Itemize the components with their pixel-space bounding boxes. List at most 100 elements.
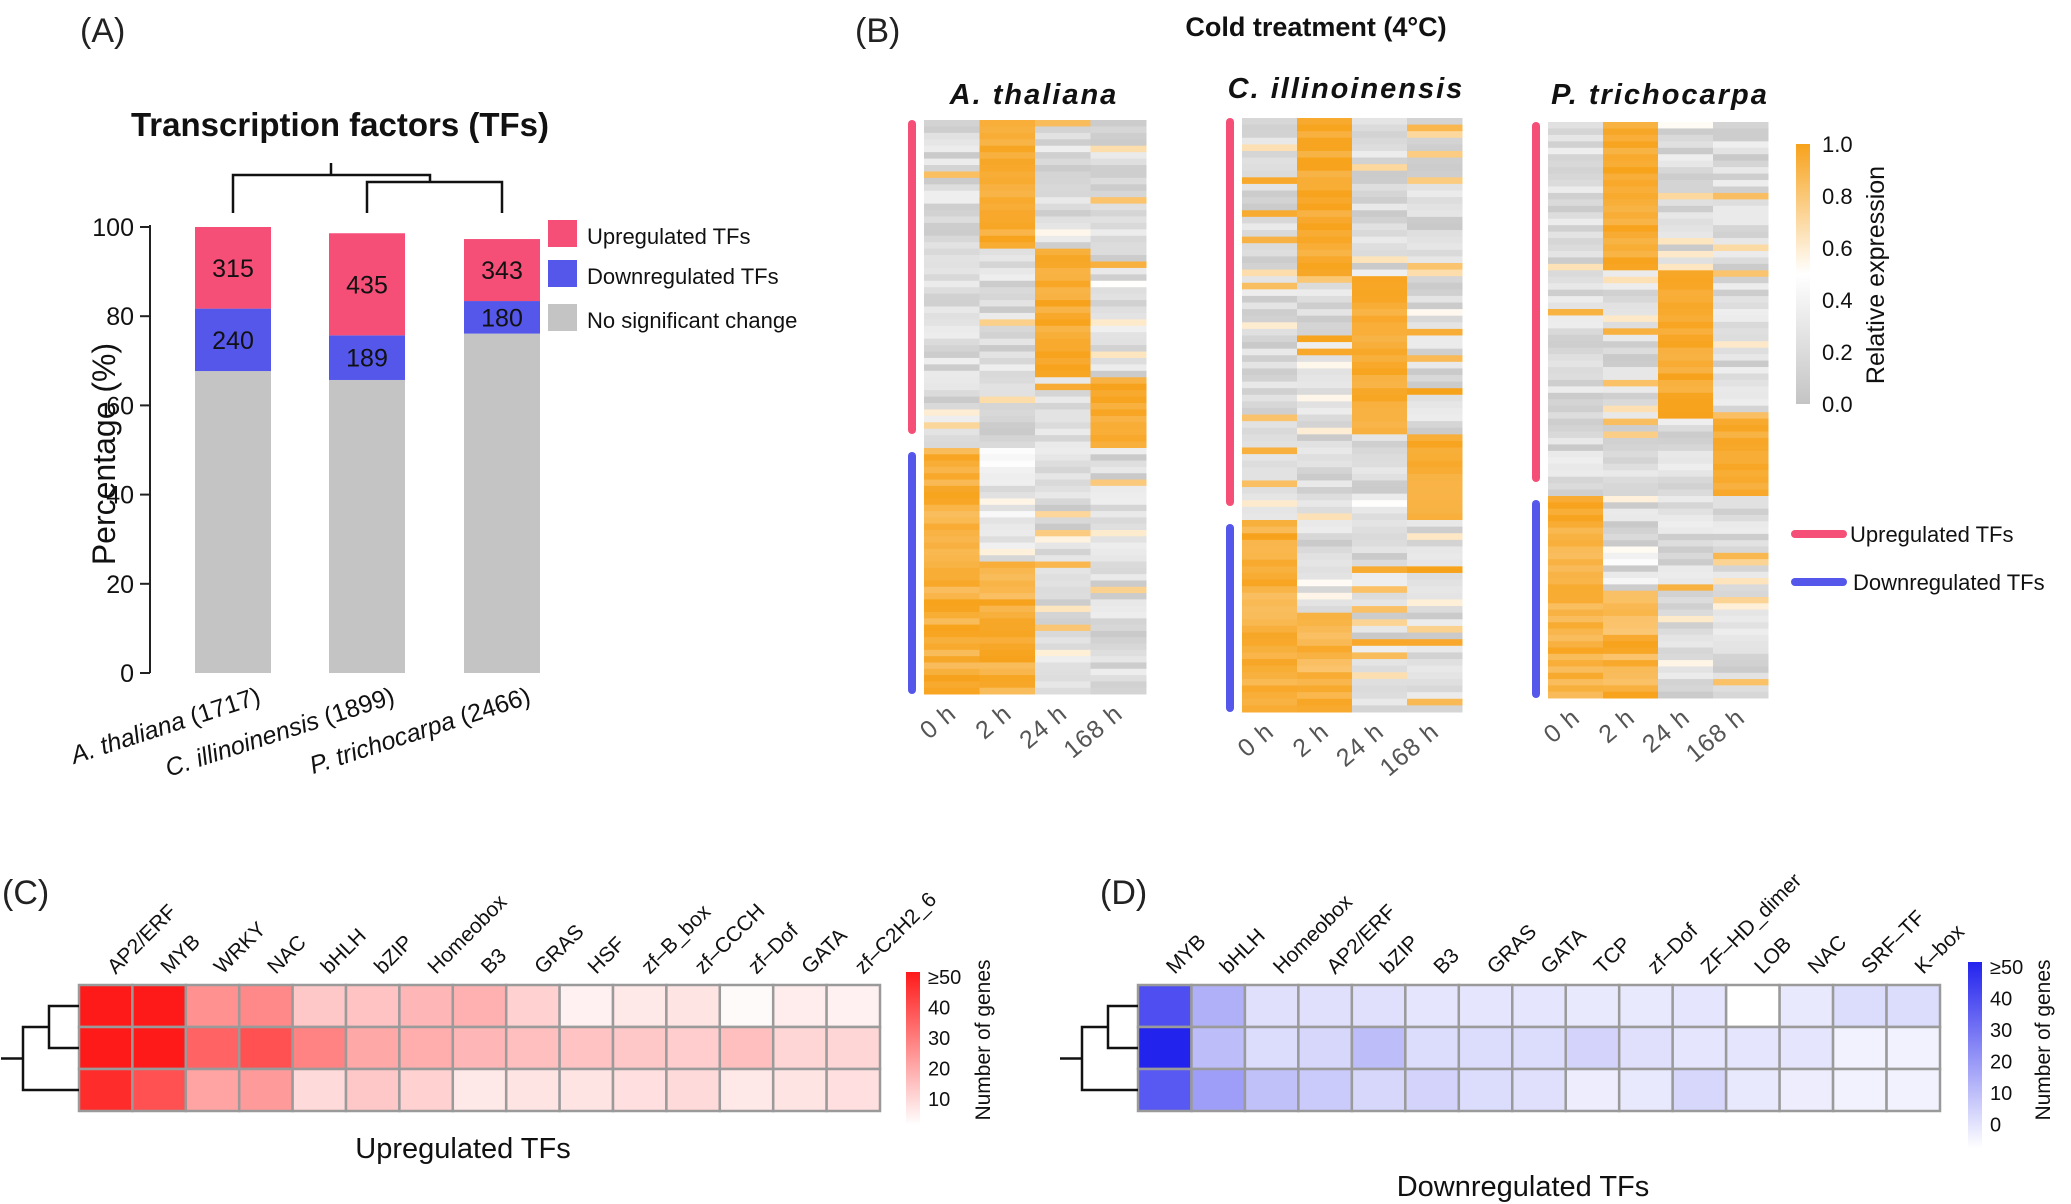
heatmap-cell <box>1407 533 1463 541</box>
heatmap-cell <box>1407 243 1463 251</box>
heatmap-cell <box>1658 540 1714 547</box>
heatmap-cell <box>979 643 1036 651</box>
heatmap-cell <box>979 492 1036 499</box>
heatmap-cell <box>1090 383 1147 391</box>
heatmap-cell <box>1603 622 1659 630</box>
heatmap-cell <box>1035 422 1091 430</box>
family-heatmap-cell <box>1671 1025 1728 1071</box>
heatmap-cell <box>1297 645 1353 653</box>
heatmap-cell <box>1035 624 1091 632</box>
heatmap-cell <box>924 435 980 443</box>
heatmap-cell <box>1548 412 1604 420</box>
heatmap-cell <box>924 460 980 468</box>
heatmap-cell <box>1407 223 1463 231</box>
family-heatmap-cell <box>1564 983 1621 1029</box>
heatmap-cell <box>1090 441 1147 449</box>
heatmap-cell <box>1090 364 1147 372</box>
heatmap-cell <box>1603 334 1659 342</box>
heatmap-cell <box>1297 421 1353 429</box>
colorbar-tick-label: 0.2 <box>1822 340 1853 365</box>
heatmap-cell <box>1603 457 1659 465</box>
heatmap-cell <box>1297 625 1353 634</box>
heatmap-cell <box>1090 479 1147 487</box>
heatmap-c-xlabel: Upregulated TFs <box>355 1133 570 1165</box>
heatmap-cell <box>1548 559 1604 566</box>
heatmap-cell <box>1548 489 1604 497</box>
heatmap-cell <box>1713 238 1769 246</box>
dendrogram-branch <box>1080 1025 1138 1092</box>
heatmap-cell <box>1603 173 1659 181</box>
heatmap-cell <box>979 561 1036 569</box>
heatmap-cell <box>1603 628 1659 636</box>
heatmap-cell <box>1548 641 1604 648</box>
heatmap-cell <box>1603 508 1659 516</box>
heatmap-cell <box>1297 282 1353 290</box>
heatmap-cell <box>1548 134 1604 142</box>
heatmap-cell <box>1658 225 1714 233</box>
heatmap-cell <box>1352 678 1408 687</box>
heatmap-cell <box>1297 639 1353 647</box>
heatmap-cell <box>1352 493 1408 501</box>
heatmap-cell <box>1297 467 1353 475</box>
legend-label: Upregulated TFs <box>587 224 750 249</box>
heatmap-cell <box>1548 321 1604 329</box>
y-tick-label: 20 <box>106 571 134 599</box>
heatmap-cell <box>1035 171 1091 179</box>
heatmap-cell <box>1713 546 1769 554</box>
family-heatmap-cell <box>611 1025 668 1071</box>
heatmap-cell <box>1658 379 1714 387</box>
family-heatmap-cell <box>291 1067 348 1113</box>
heatmap-cell <box>1407 269 1463 277</box>
heatmap-cell <box>1548 584 1604 592</box>
heatmap-cell <box>1297 678 1353 687</box>
heatmap-cell <box>1713 603 1769 611</box>
legend-label: Downregulated TFs <box>587 264 779 289</box>
heatmap-cell <box>1297 632 1353 640</box>
heatmap-cell <box>1242 375 1298 383</box>
heatmap-cell <box>924 165 980 172</box>
heatmap-cell <box>1603 615 1659 623</box>
heatmap-cell <box>1658 257 1714 265</box>
heatmap-cell <box>1407 282 1463 290</box>
heatmap-cell <box>1035 197 1091 205</box>
heatmap-cell <box>1242 493 1298 501</box>
heatmap-cell <box>979 681 1036 689</box>
heatmap-cell <box>1407 295 1463 304</box>
heatmap-cell <box>1242 342 1298 350</box>
heatmap-cell <box>1407 262 1463 271</box>
heatmap-cell <box>1352 645 1408 653</box>
heatmap-cell <box>979 567 1036 575</box>
family-heatmap-cell <box>504 1067 561 1113</box>
heatmap-cell <box>924 351 980 359</box>
heatmap-cell <box>1242 197 1298 205</box>
heatmap-cell <box>1713 283 1769 291</box>
heatmap-cell <box>1407 487 1463 495</box>
heatmap-cell <box>924 567 980 575</box>
heatmap-cell <box>1352 401 1408 409</box>
heatmap-cell <box>1035 312 1091 320</box>
heatmap-cell <box>979 357 1036 365</box>
panel-label-c: (C) <box>2 874 49 912</box>
heatmap-cell <box>1548 392 1604 400</box>
heatmap-cell <box>1407 361 1463 369</box>
heatmap-cell <box>924 357 980 365</box>
heatmap-cell <box>979 390 1036 398</box>
heatmap-cell <box>1090 422 1147 430</box>
heatmap-cell <box>1603 315 1659 323</box>
heatmap-cell <box>1242 282 1298 290</box>
heatmap-cell <box>1090 605 1147 613</box>
heatmap-cell <box>1603 373 1659 381</box>
heatmap-cell <box>1603 328 1659 336</box>
family-heatmap-cell <box>611 983 668 1029</box>
heatmap-cell <box>1035 630 1091 638</box>
heatmap-cell <box>1658 134 1714 142</box>
heatmap-cell <box>924 184 980 192</box>
heatmap-cell <box>924 267 980 275</box>
x-category-label: C. illinoinensis (1899) <box>162 682 398 782</box>
heatmap-cell <box>1713 502 1769 510</box>
heatmap-cell <box>979 171 1036 179</box>
heatmap-cell <box>1658 283 1714 291</box>
heatmap-cell <box>924 325 980 333</box>
heatmap-cell <box>1713 679 1769 686</box>
heatmap-cell <box>1548 527 1604 535</box>
